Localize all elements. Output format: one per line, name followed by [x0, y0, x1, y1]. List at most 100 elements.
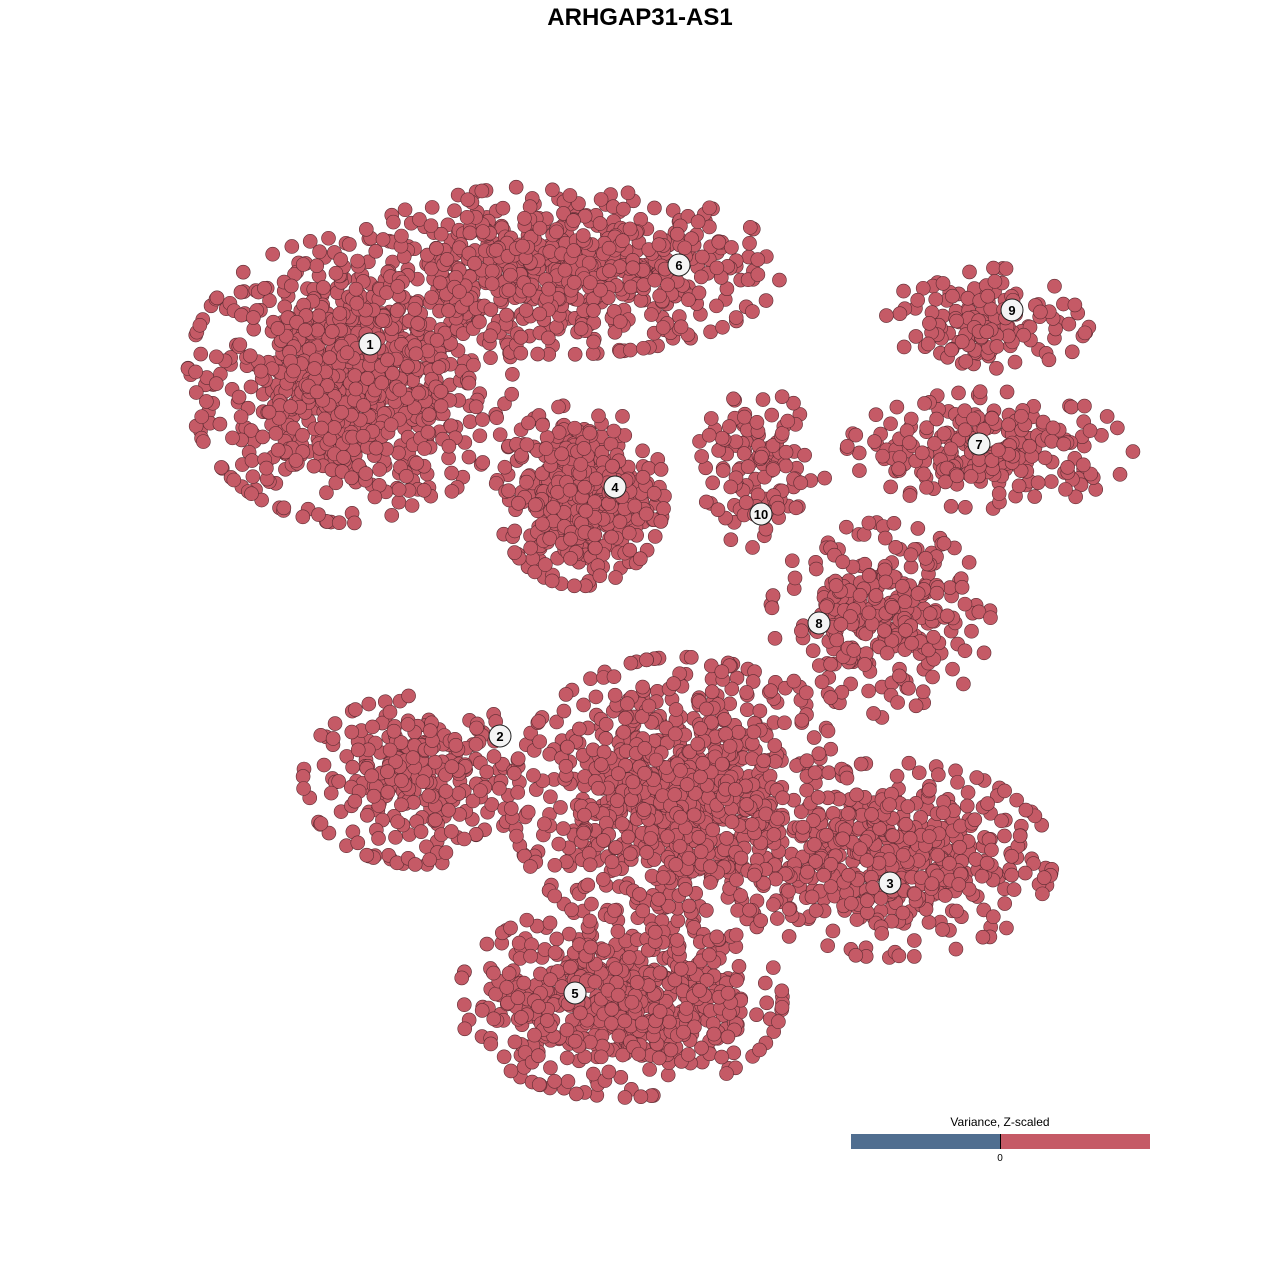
cell-point-cluster-4 [538, 557, 553, 572]
cell-point-cluster-5 [596, 833, 611, 848]
cell-point-cluster-1 [270, 321, 286, 336]
cell-point-cluster-4 [588, 540, 603, 556]
cell-point-cluster-2 [428, 812, 443, 828]
cell-point-cluster-6 [532, 221, 548, 236]
cell-point-cluster-3 [898, 817, 914, 832]
cell-point-cluster-6 [349, 295, 365, 311]
cell-point-cluster-5 [509, 828, 524, 844]
cell-point-cluster-1 [284, 239, 300, 254]
cell-point-cluster-6 [711, 234, 727, 250]
cell-point-cluster-6 [518, 302, 534, 318]
cell-point-cluster-6 [644, 307, 659, 322]
cell-point-cluster-5 [510, 785, 526, 800]
cell-point-cluster-7 [1125, 444, 1141, 459]
cell-point-cluster-5 [691, 829, 707, 845]
cell-point-cluster-5 [728, 782, 743, 797]
cell-point-cluster-2 [345, 759, 360, 775]
cell-point-cluster-1 [199, 394, 214, 409]
cell-point-cluster-1 [246, 310, 261, 325]
cell-point-cluster-5 [611, 1028, 627, 1044]
cell-point-cluster-3 [871, 855, 887, 871]
cell-point-cluster-7 [1001, 417, 1016, 433]
cell-point-cluster-5 [668, 857, 684, 872]
cell-point-cluster-8 [877, 530, 893, 546]
cell-point-cluster-1 [367, 489, 383, 505]
cell-point-cluster-5 [547, 945, 563, 960]
points [180, 179, 1141, 1105]
cell-point-cluster-6 [462, 225, 478, 241]
cell-point-cluster-2 [327, 716, 343, 731]
cell-point-cluster-8 [895, 579, 910, 594]
cell-point-cluster-5 [774, 983, 790, 999]
cell-point-cluster-5 [543, 1060, 558, 1076]
cell-point-cluster-6 [407, 301, 422, 317]
cell-point-cluster-7 [999, 384, 1015, 400]
cell-point-cluster-5 [714, 664, 730, 679]
cell-point-cluster-5 [720, 985, 736, 1001]
cell-point-cluster-8 [939, 608, 955, 624]
cell-point-cluster-5 [717, 712, 732, 727]
cell-point-cluster-6 [515, 238, 530, 254]
cell-point-cluster-3 [994, 813, 1009, 829]
cell-point-cluster-5 [637, 741, 653, 756]
cell-point-cluster-5 [556, 821, 571, 836]
cell-point-cluster-6 [503, 267, 518, 283]
cell-point-cluster-7 [902, 488, 918, 503]
cell-point-cluster-4 [606, 423, 622, 439]
cell-point-cluster-1 [400, 359, 415, 374]
cell-point-cluster-3 [969, 770, 985, 785]
cell-point-cluster-8 [829, 632, 845, 648]
cell-point-cluster-6 [410, 316, 426, 331]
cell-point-cluster-5 [703, 875, 718, 890]
cell-point-cluster-5 [679, 1001, 694, 1016]
cell-point-cluster-6 [742, 220, 758, 235]
cell-point-cluster-6 [651, 237, 667, 252]
cell-point-cluster-5 [503, 920, 518, 936]
cell-point-cluster-5 [693, 769, 708, 785]
cell-point-cluster-6 [702, 200, 717, 216]
cell-point-cluster-1 [295, 427, 310, 443]
cell-point-cluster-5 [582, 857, 598, 873]
cell-point-cluster-2 [348, 702, 363, 717]
cell-point-cluster-5 [598, 731, 614, 746]
cell-point-cluster-6 [772, 272, 787, 288]
cell-point-cluster-5 [561, 926, 577, 942]
cell-point-cluster-2 [390, 814, 406, 830]
cell-point-cluster-3 [841, 867, 856, 883]
cell-point-cluster-5 [595, 872, 611, 887]
cell-point-cluster-8 [904, 635, 919, 651]
cell-point-cluster-4 [646, 486, 662, 501]
cell-point-cluster-5 [673, 961, 689, 977]
cell-point-cluster-8 [901, 680, 916, 696]
cell-point-cluster-1 [331, 515, 347, 530]
cell-point-cluster-2 [382, 704, 398, 720]
cell-point-cluster-5 [507, 1034, 523, 1050]
cell-point-cluster-6 [647, 200, 662, 216]
cell-point-cluster-4 [612, 514, 628, 529]
cell-point-cluster-1 [298, 322, 313, 338]
cell-point-cluster-1 [321, 230, 336, 246]
cell-point-cluster-3 [949, 903, 964, 919]
cell-point-cluster-6 [566, 275, 582, 290]
cell-point-cluster-1 [347, 368, 363, 383]
cell-point-cluster-3 [907, 886, 923, 902]
cell-point-cluster-2 [484, 797, 500, 812]
cell-point-cluster-5 [580, 877, 596, 893]
cell-point-cluster-8 [861, 515, 877, 531]
cell-point-cluster-6 [484, 263, 500, 279]
cell-point-cluster-7 [1110, 420, 1125, 436]
cell-point-cluster-8 [957, 643, 973, 659]
cell-point-cluster-1 [235, 264, 251, 280]
cell-point-cluster-5 [749, 1007, 764, 1022]
cell-point-cluster-8 [954, 580, 970, 595]
cell-point-cluster-5 [816, 867, 831, 883]
cell-point-cluster-6 [636, 340, 651, 356]
cell-point-cluster-8 [890, 695, 905, 710]
cell-point-cluster-5 [567, 1033, 583, 1049]
cell-point-cluster-3 [922, 782, 937, 798]
cell-point-cluster-8 [886, 515, 902, 531]
cell-point-cluster-5 [617, 1013, 633, 1029]
cell-point-cluster-6 [390, 279, 406, 294]
cell-point-cluster-6 [623, 342, 638, 358]
cell-point-cluster-2 [456, 831, 472, 847]
